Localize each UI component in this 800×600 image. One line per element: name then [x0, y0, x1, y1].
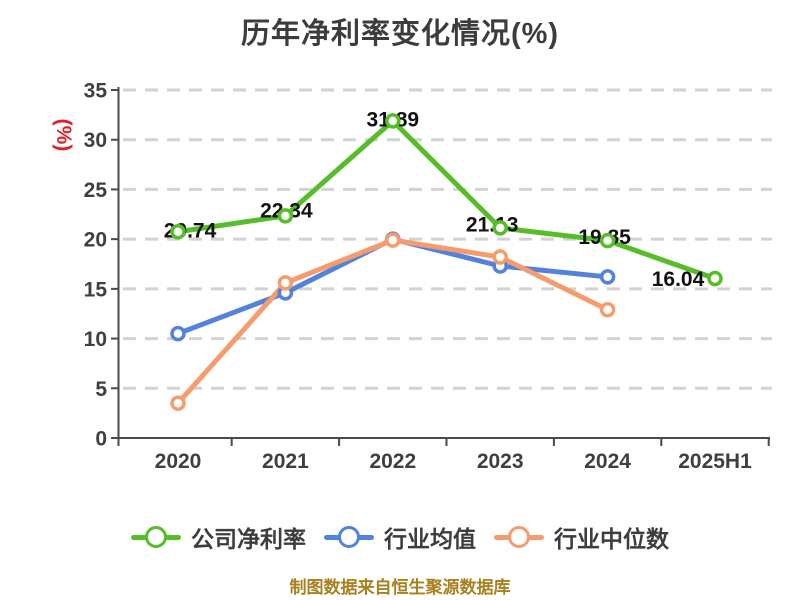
data-point-industry-median-2021[interactable] [277, 275, 294, 291]
footer-source-note: 制图数据来自恒生聚源数据库 [289, 578, 511, 597]
data-point-industry-median-2024[interactable] [599, 301, 616, 318]
data-label-2025H1: 16.04 [652, 268, 705, 291]
x-tick-label-2022: 2022 [369, 450, 416, 473]
data-point-industry-median-2023[interactable] [492, 249, 508, 265]
data-point-industry-median-2020[interactable] [170, 395, 186, 411]
x-tick-label-2024: 2024 [584, 450, 631, 473]
legend: 公司净利率 行业均值 行业中位数 [0, 520, 800, 554]
y-tick-label-5: 5 [95, 378, 107, 401]
data-label-2023: 21.13 [466, 213, 519, 236]
data-point-company-net-margin-2021[interactable] [277, 208, 294, 224]
legend-marker-icon-industry-median [494, 524, 544, 550]
series-line-company-net-margin [175, 118, 718, 282]
series-line-industry-average [175, 236, 611, 337]
x-tick-label-2020: 2020 [155, 450, 202, 473]
data-point-industry-average-2020[interactable] [170, 325, 186, 342]
y-tick-label-10: 10 [84, 328, 107, 351]
y-tick-label-30: 30 [84, 129, 107, 152]
legend-marker-icon-industry-average [324, 524, 374, 550]
legend-label-company-net-margin: 公司净利率 [191, 526, 306, 552]
y-tick-label-25: 25 [84, 179, 108, 202]
legend-label-industry-median: 行业中位数 [554, 526, 669, 552]
data-point-company-net-margin-2025H1[interactable] [707, 270, 723, 287]
data-point-company-net-margin-2022[interactable] [385, 113, 401, 129]
data-point-company-net-margin-2023[interactable] [492, 220, 508, 236]
data-point-company-net-margin-2020[interactable] [170, 224, 186, 240]
y-tick-label-20: 20 [84, 229, 107, 252]
y-tick-label-0: 0 [95, 428, 107, 451]
x-tick-label-2025H1: 2025H1 [678, 450, 752, 473]
legend-item-industry-average[interactable]: 行业均值 [324, 520, 476, 554]
x-tick-label-2021: 2021 [262, 450, 309, 473]
data-point-company-net-margin-2024[interactable] [599, 232, 616, 249]
data-point-industry-median-2022[interactable] [385, 232, 401, 248]
x-tick-label-2023: 2023 [477, 450, 524, 473]
y-tick-label-15: 15 [84, 278, 108, 301]
legend-marker-icon-company-net-margin [131, 524, 181, 550]
chart-title: 历年净利率变化情况(%) [240, 18, 560, 50]
y-tick-label-35: 35 [84, 80, 108, 103]
legend-label-industry-average: 行业均值 [384, 526, 476, 552]
series-line-industry-median [175, 237, 611, 406]
legend-item-company-net-margin[interactable]: 公司净利率 [131, 520, 306, 554]
legend-item-industry-median[interactable]: 行业中位数 [494, 520, 669, 554]
data-point-industry-average-2024[interactable] [599, 269, 616, 285]
